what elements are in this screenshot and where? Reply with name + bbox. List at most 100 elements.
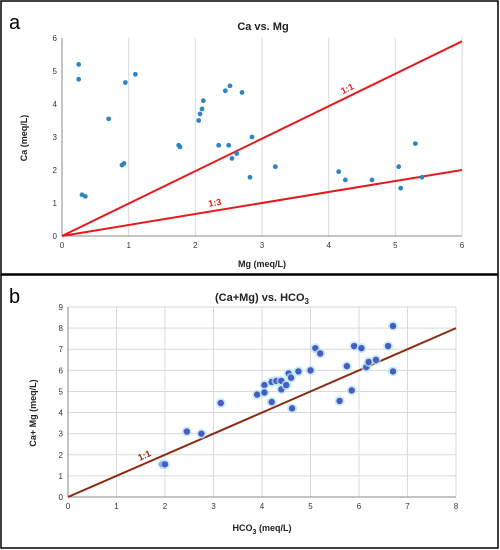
panel-b-x-tick-label: 8 (454, 502, 459, 511)
panel-a-data-point (249, 134, 255, 140)
panel-b-data-point (287, 374, 295, 381)
panel-a-data-point (106, 116, 112, 122)
panel-a-data-point (216, 142, 222, 148)
panel-b-x-tick-label: 0 (66, 502, 71, 511)
panel-b-data-point (350, 342, 358, 350)
panel-a-data-point (132, 71, 138, 77)
panel-a-y-axis-label: Ca (meq/L) (19, 115, 29, 162)
panel-b-title-subscript: 3 (305, 297, 310, 306)
panel-a-data-point (199, 106, 205, 112)
panel-a-data-point (196, 118, 202, 123)
panel-b-data-point (372, 356, 380, 363)
panel-a-y-tick-label: 6 (53, 34, 58, 43)
panel-a-data-point (239, 90, 245, 95)
panel-b-x-tick-label: 2 (163, 502, 168, 511)
panel-a-ref-line-1-1 (61, 40, 463, 237)
panel-a-data-point (226, 142, 232, 148)
panel-b-y-tick-label: 2 (59, 451, 64, 460)
panel-a-x-tick-label: 5 (393, 241, 398, 250)
panel-b-data-point (348, 387, 355, 394)
panel-b-data-point (183, 428, 191, 435)
panel-b-data-point (389, 368, 397, 375)
panel-b-y-tick-label: 6 (59, 366, 64, 375)
panel-b-y-axis-label: Ca+ Mg (meq/L) (28, 379, 38, 446)
panel-a-y-tick-label: 5 (53, 67, 58, 76)
panel-a-x-tick-label: 1 (126, 241, 131, 250)
panel-b-y-tick-label: 9 (59, 303, 64, 312)
panel-a-data-point (396, 164, 402, 170)
panel-b-data-point (295, 368, 302, 375)
panel-b-data-point (358, 344, 365, 352)
panel-a-y-tick-label: 0 (53, 232, 58, 241)
panel-a-data-point (336, 169, 342, 175)
panel-b-data-point (283, 381, 290, 389)
panel-b-data-point (253, 391, 261, 398)
panel-b-data-point (217, 399, 224, 407)
panel-a-data-point (200, 98, 206, 104)
panel-b-x-axis-label: HCO3 (meq/L) (233, 523, 292, 536)
panel-a-data-point (76, 76, 82, 82)
panel-a-letter: a (9, 12, 21, 34)
panel-b-x-tick-label: 1 (114, 502, 119, 511)
panel-b-x-tick-label: 3 (211, 502, 216, 511)
panel-a-data-point (272, 164, 278, 170)
panel-a-y-tick-label: 1 (53, 199, 58, 208)
panel-a-y-tick-label: 2 (53, 166, 58, 175)
panel-a-data-point (412, 141, 418, 147)
panel-b-y-tick-label: 7 (59, 345, 64, 354)
panel-a-data-point (222, 88, 228, 94)
panel-b-y-tick-label: 8 (59, 324, 64, 333)
panel-a-title: Ca vs. Mg (237, 21, 288, 33)
panel-b-letter: b (9, 286, 20, 308)
panel-a-data-point (398, 185, 404, 191)
panel-a-data-point (227, 83, 233, 89)
panel-b-frame (0, 274, 499, 549)
panel-b-x-axis-label-subscript: 3 (253, 529, 257, 536)
panel-a-data-point (369, 177, 375, 183)
panel-b-data-point (161, 461, 169, 468)
panel-a-ref-line-1-3 (61, 169, 463, 237)
panel-b-data-point (389, 322, 397, 330)
panel-b-x-axis-label-unit: (meq/L) (256, 523, 291, 533)
panel-b-y-tick-label: 1 (59, 472, 64, 481)
panel-a-y-tick-label: 4 (53, 100, 58, 109)
panel-b-x-tick-label: 5 (308, 502, 313, 511)
panel-a-x-tick-label: 6 (460, 241, 465, 250)
panel-b-data-point (268, 398, 275, 406)
panel-b-y-tick-label: 0 (59, 493, 64, 502)
panel-b-title: (Ca+Mg) vs. HCO3 (215, 292, 310, 306)
panel-b-data-point (288, 405, 296, 412)
panel-b-data-point (261, 381, 268, 389)
panel-a-ref-line-label: 1:3 (208, 197, 222, 209)
panel-b-ref-line-label: 1:1 (136, 448, 152, 462)
panel-b-data-point (365, 358, 372, 366)
panel-a-y-tick-label: 3 (53, 133, 58, 142)
panel-a-x-tick-label: 3 (260, 241, 265, 250)
panel-b-x-tick-label: 7 (405, 502, 410, 511)
panel-b-data-point (343, 362, 351, 370)
panel-b-x-axis-label-main: HCO (233, 523, 253, 533)
panel-b-plot-area: 0 1 2 3 4 5 6 7 8 0 1 2 3 4 5 6 7 8 9 1:1 (59, 303, 459, 511)
panel-a-data-point (229, 156, 235, 161)
panel-b-ref-line-1-1 (67, 327, 457, 498)
panel-b-data-point (307, 367, 314, 374)
panel-b-data-point (261, 389, 268, 396)
panel-a-data-point (76, 62, 82, 67)
panel-b-y-tick-label: 3 (59, 430, 64, 439)
panel-a-data-point (82, 194, 88, 199)
panel-a-data-point (177, 144, 183, 150)
panel-b-x-tick-label: 6 (357, 502, 362, 511)
panel-b-x-tick-label: 4 (260, 502, 265, 511)
panel-a-data-point (234, 151, 240, 156)
panel-a-data-point (122, 80, 128, 85)
panel-a-data-point (342, 177, 348, 183)
panel-b-data-point (317, 350, 324, 357)
panel-b-data-point (384, 342, 392, 350)
panel-b-y-tick-label: 4 (59, 409, 64, 418)
panel-a-data-point (197, 111, 203, 117)
panel-a-x-tick-label: 2 (193, 241, 198, 250)
panel-b-data-point (198, 430, 205, 437)
panel-a-x-tick-label: 4 (326, 241, 331, 250)
